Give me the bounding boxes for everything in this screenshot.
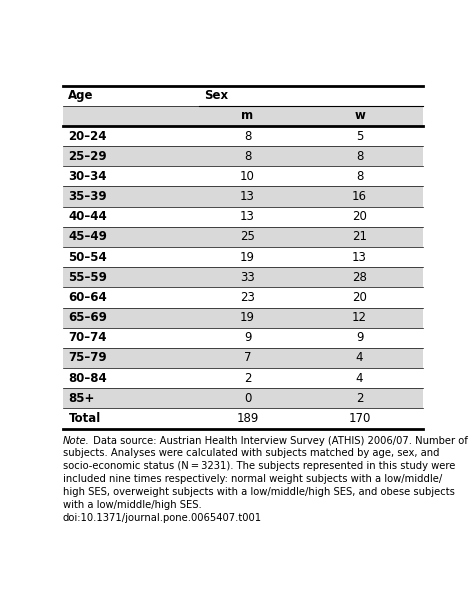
Text: 19: 19 <box>240 311 255 324</box>
Bar <box>63 227 423 247</box>
Text: Total: Total <box>68 412 100 425</box>
Text: 13: 13 <box>240 190 255 203</box>
Text: 30–34: 30–34 <box>68 170 107 183</box>
Text: socio-economic status (N = 3231). The subjects represented in this study were: socio-economic status (N = 3231). The su… <box>63 461 456 471</box>
Bar <box>63 166 423 187</box>
Text: 85+: 85+ <box>68 392 95 405</box>
Text: 16: 16 <box>352 190 367 203</box>
Bar <box>63 267 423 288</box>
Bar <box>63 247 423 267</box>
Text: Sex: Sex <box>204 89 228 102</box>
Text: 25: 25 <box>240 230 255 243</box>
Text: Age: Age <box>68 89 94 102</box>
Text: 8: 8 <box>356 150 363 163</box>
Text: 12: 12 <box>352 311 367 324</box>
Text: 80–84: 80–84 <box>68 372 107 385</box>
Bar <box>63 187 423 207</box>
Text: 21: 21 <box>352 230 367 243</box>
Bar <box>63 207 423 227</box>
Text: 170: 170 <box>348 412 371 425</box>
Text: Note.: Note. <box>63 435 90 446</box>
Text: 13: 13 <box>352 251 367 264</box>
Bar <box>63 86 423 106</box>
Text: 9: 9 <box>244 331 251 344</box>
Text: high SES, overweight subjects with a low/middle/high SES, and obese subjects: high SES, overweight subjects with a low… <box>63 487 455 497</box>
Text: 20–24: 20–24 <box>68 130 107 142</box>
Text: 7: 7 <box>244 352 251 365</box>
Text: 2: 2 <box>356 392 363 405</box>
Bar <box>63 146 423 166</box>
Text: 5: 5 <box>356 130 363 142</box>
Text: 13: 13 <box>240 210 255 223</box>
Text: 60–64: 60–64 <box>68 291 107 304</box>
Bar <box>63 328 423 348</box>
Text: 8: 8 <box>356 170 363 183</box>
Bar <box>63 368 423 388</box>
Text: included nine times respectively: normal weight subjects with a low/middle/: included nine times respectively: normal… <box>63 474 442 484</box>
Text: Data source: Austrian Health Interview Survey (ATHIS) 2006/07. Number of: Data source: Austrian Health Interview S… <box>91 435 468 446</box>
Text: 23: 23 <box>240 291 255 304</box>
Text: 35–39: 35–39 <box>68 190 107 203</box>
Text: 28: 28 <box>352 271 367 284</box>
Text: 70–74: 70–74 <box>68 331 107 344</box>
Text: 2: 2 <box>244 372 251 385</box>
Text: 55–59: 55–59 <box>68 271 107 284</box>
Text: 65–69: 65–69 <box>68 311 107 324</box>
Text: subjects. Analyses were calculated with subjects matched by age, sex, and: subjects. Analyses were calculated with … <box>63 448 439 459</box>
Text: 25–29: 25–29 <box>68 150 107 163</box>
Text: 9: 9 <box>356 331 363 344</box>
Text: 75–79: 75–79 <box>68 352 107 365</box>
Bar <box>63 388 423 408</box>
Text: 8: 8 <box>244 130 251 142</box>
Text: 189: 189 <box>237 412 259 425</box>
Bar <box>63 126 423 146</box>
Text: 20: 20 <box>352 291 367 304</box>
Text: 20: 20 <box>352 210 367 223</box>
Text: 8: 8 <box>244 150 251 163</box>
Bar <box>63 307 423 328</box>
Text: 0: 0 <box>244 392 251 405</box>
Text: 33: 33 <box>240 271 255 284</box>
Text: m: m <box>241 109 254 123</box>
Text: 45–49: 45–49 <box>68 230 107 243</box>
Text: 19: 19 <box>240 251 255 264</box>
Bar <box>63 408 423 429</box>
Text: 40–44: 40–44 <box>68 210 107 223</box>
Text: 50–54: 50–54 <box>68 251 107 264</box>
Text: 10: 10 <box>240 170 255 183</box>
Bar <box>63 288 423 307</box>
Text: 4: 4 <box>356 372 363 385</box>
Bar <box>63 106 423 126</box>
Text: 4: 4 <box>356 352 363 365</box>
Text: with a low/middle/high SES.: with a low/middle/high SES. <box>63 500 201 510</box>
Text: doi:10.1371/journal.pone.0065407.t001: doi:10.1371/journal.pone.0065407.t001 <box>63 513 262 523</box>
Bar <box>63 348 423 368</box>
Text: w: w <box>354 109 365 123</box>
